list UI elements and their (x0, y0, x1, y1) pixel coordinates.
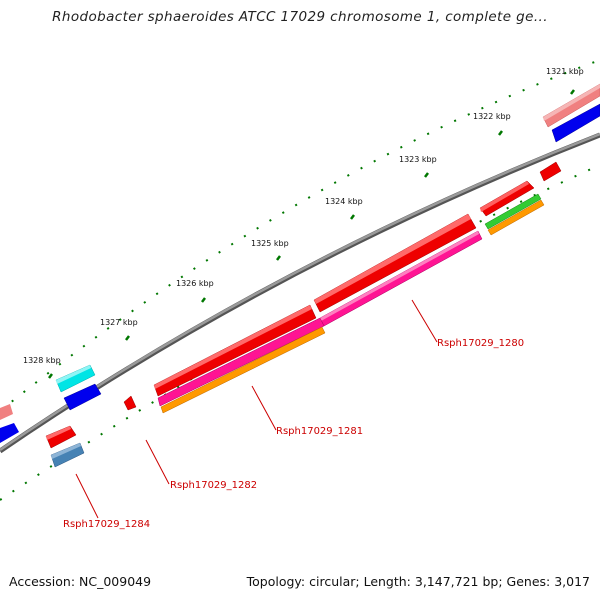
gene-blue-middle[interactable] (63, 383, 102, 411)
gene-orange-lower[interactable] (160, 326, 326, 414)
chromosome-backbone (0, 132, 600, 454)
callout-lines (75, 299, 438, 519)
tick-label-1323: 1323 kbp (399, 155, 437, 164)
gene-magenta-lower[interactable] (157, 317, 325, 407)
tick-label-1322: 1322 kbp (473, 112, 511, 121)
gene-green[interactable] (484, 193, 542, 230)
tick-labels: 1321 kbp 1322 kbp 1323 kbp 1324 kbp 1325… (23, 67, 584, 365)
gene-labels: Rsph17029_1280 Rsph17029_1281 Rsph17029_… (63, 338, 524, 530)
topology-text: Topology: circular; Length: 3,147,721 bp… (246, 574, 590, 589)
accession-text: Accession: NC_009049 (9, 574, 152, 589)
tick-label-1324: 1324 kbp (325, 197, 363, 206)
gene-label-1282[interactable]: Rsph17029_1282 (170, 480, 257, 491)
gene-red-small-1282[interactable] (123, 395, 137, 411)
tick-label-1328: 1328 kbp (23, 356, 61, 365)
forward-genes (0, 83, 600, 420)
gene-red-large-lower[interactable] (153, 304, 317, 397)
gene-label-1284[interactable]: Rsph17029_1284 (63, 519, 150, 530)
tick-label-1321: 1321 kbp (546, 67, 584, 76)
reverse-genes (0, 103, 600, 468)
gene-pink-left[interactable] (0, 404, 13, 420)
gene-blue-top-right[interactable] (551, 103, 600, 143)
map-title: Rhodobacter sphaeroides ATCC 17029 chrom… (52, 9, 548, 25)
gene-blue-left[interactable] (0, 423, 19, 443)
gene-label-1280[interactable]: Rsph17029_1280 (437, 338, 524, 349)
gene-red-large-upper[interactable] (313, 213, 477, 313)
gene-red-small-top-right[interactable] (539, 161, 562, 182)
tick-label-1327: 1327 kbp (100, 318, 138, 327)
major-ticks (48, 89, 575, 379)
gene-label-1281[interactable]: Rsph17029_1281 (276, 426, 363, 437)
tick-label-1326: 1326 kbp (176, 279, 214, 288)
gene-orange-right[interactable] (487, 199, 545, 236)
gene-cyan[interactable] (55, 364, 96, 393)
tick-label-1325: 1325 kbp (251, 239, 289, 248)
